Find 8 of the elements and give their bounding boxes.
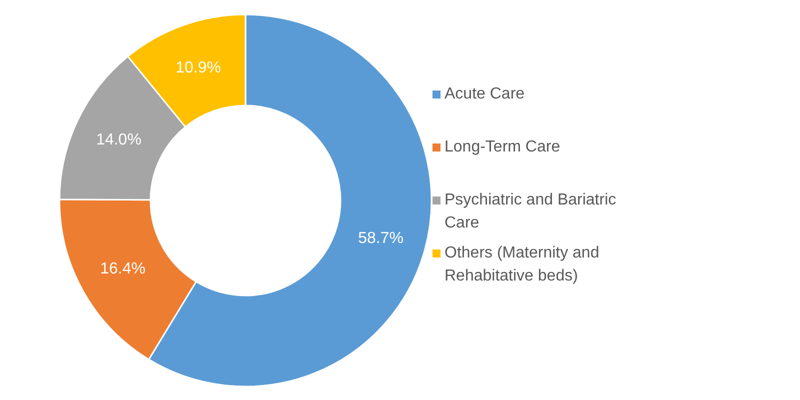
legend-label: Psychiatric and Bariatric Care (444, 192, 616, 232)
legend-label: Long-Term Care (444, 138, 560, 156)
data-label: 16.4% (100, 260, 146, 278)
data-label: 58.7% (358, 230, 404, 247)
data-label: 14.0% (96, 131, 142, 148)
legend-label: Others (Maternity and Rehabitative beds) (444, 244, 600, 284)
data-label: 10.9% (176, 60, 222, 77)
legend-label: Acute Care (444, 86, 525, 102)
